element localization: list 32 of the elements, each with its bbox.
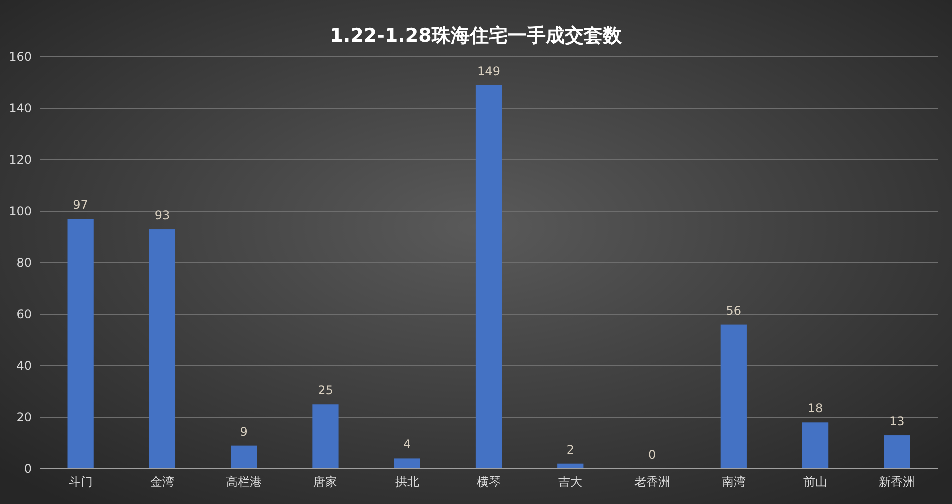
chart-title: 1.22-1.28珠海住宅一手成交套数 bbox=[330, 25, 623, 47]
data-label: 93 bbox=[154, 208, 170, 223]
x-tick-label: 金湾 bbox=[150, 475, 174, 489]
x-tick-label: 拱北 bbox=[395, 475, 420, 489]
x-tick-label: 吉大 bbox=[558, 475, 583, 489]
data-label: 97 bbox=[73, 198, 88, 212]
y-tick-label: 40 bbox=[16, 359, 32, 373]
data-label: 0 bbox=[648, 448, 656, 462]
y-tick-label: 140 bbox=[9, 102, 32, 116]
data-label: 2 bbox=[566, 442, 574, 457]
data-label: 18 bbox=[808, 402, 824, 416]
data-label: 9 bbox=[240, 424, 248, 439]
x-tick-label: 前山 bbox=[804, 475, 828, 489]
y-tick-label: 60 bbox=[16, 308, 32, 322]
data-label: 56 bbox=[726, 304, 742, 318]
x-tick-label: 唐家 bbox=[314, 475, 338, 489]
y-tick-label: 0 bbox=[24, 462, 32, 476]
x-tick-label: 斗门 bbox=[68, 475, 93, 489]
x-tick-label: 高栏港 bbox=[226, 475, 262, 489]
x-tick-label: 横琴 bbox=[477, 475, 501, 489]
x-tick-label: 南湾 bbox=[722, 475, 746, 489]
data-label: 4 bbox=[404, 438, 412, 452]
x-tick-label: 新香洲 bbox=[879, 475, 916, 489]
y-tick-label: 160 bbox=[9, 50, 32, 64]
y-tick-label: 100 bbox=[9, 204, 32, 218]
data-label: 149 bbox=[478, 64, 500, 78]
data-label: 13 bbox=[890, 414, 905, 429]
data-label: 25 bbox=[318, 384, 334, 398]
y-tick-label: 20 bbox=[16, 410, 32, 424]
y-tick-label: 80 bbox=[16, 256, 32, 270]
y-tick-label: 120 bbox=[9, 153, 32, 167]
x-tick-label: 老香洲 bbox=[634, 475, 670, 489]
